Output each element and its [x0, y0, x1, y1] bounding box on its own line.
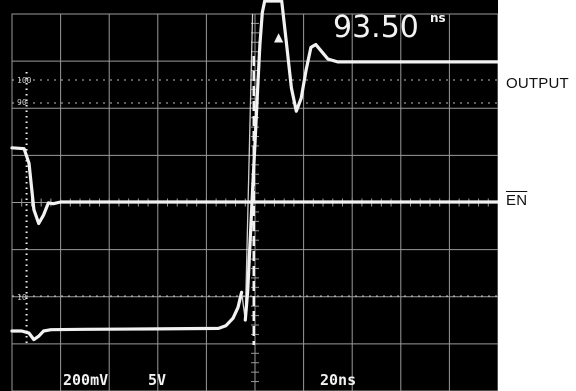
- graticule-label-100: 100: [17, 76, 32, 85]
- readout-value: 93.50: [333, 10, 419, 45]
- trace-en: [10, 146, 498, 226]
- output-label: OUTPUT: [506, 75, 569, 92]
- trace-input: [10, 290, 244, 342]
- ch2-scale: 5V: [148, 371, 166, 389]
- time-scale: 20ns: [320, 371, 356, 389]
- en-label: EN: [506, 192, 528, 209]
- trace-fast-edge: [240, 13, 254, 321]
- ch1-scale: 200mV: [63, 371, 108, 389]
- cursor-marker-icon: ▲: [274, 30, 284, 44]
- graticule-label-90: 90: [17, 98, 27, 107]
- readout: 93.50 ns: [333, 10, 446, 45]
- traces: [10, 0, 498, 342]
- readout-unit: ns: [430, 11, 446, 25]
- graticule-label-10: 10: [17, 293, 27, 302]
- trace-output: [243, 0, 498, 322]
- oscilloscope-screen: 100 90 10 ▲ 93.50 ns 200mV 5V 20ns: [0, 0, 498, 391]
- screen-background: [0, 0, 498, 391]
